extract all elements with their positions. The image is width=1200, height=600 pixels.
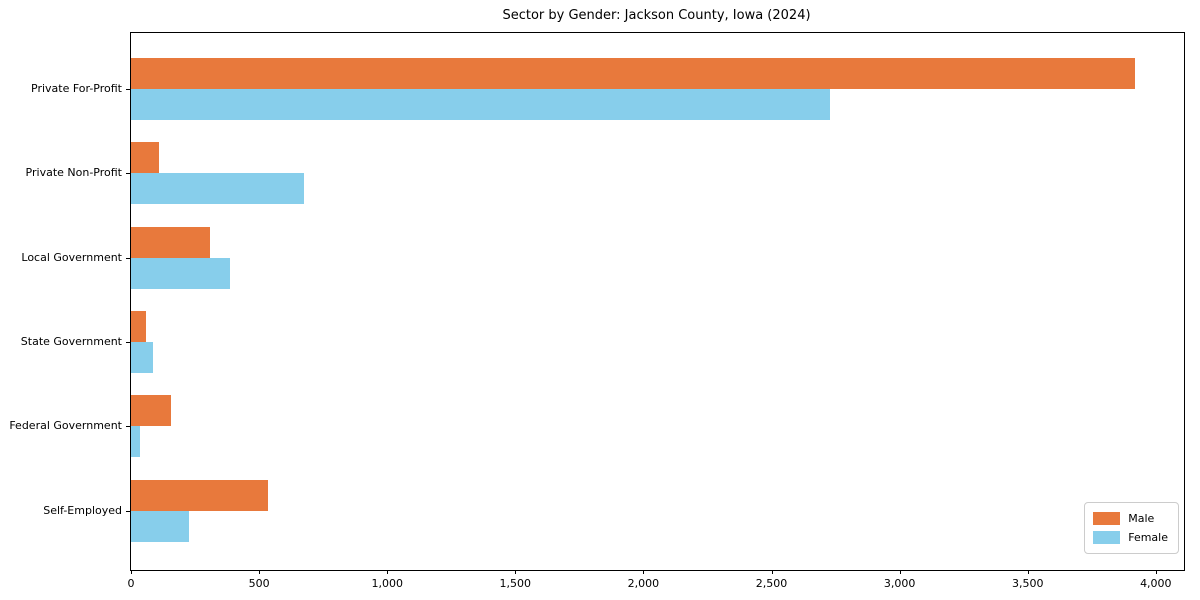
y-tick-mark [126, 257, 130, 259]
bar-female-private-non-profit [131, 173, 304, 205]
x-tick-label: 2,500 [755, 577, 788, 590]
bar-female-federal-government [131, 426, 140, 458]
legend-label: Male [1128, 512, 1155, 525]
x-tick-mark [643, 570, 645, 574]
y-tick-mark [126, 89, 130, 90]
x-tick-mark [259, 570, 261, 574]
x-tick-label: 3,000 [883, 577, 916, 590]
chart-title: Sector by Gender: Jackson County, Iowa (… [502, 8, 811, 23]
legend-label: Female [1128, 531, 1168, 544]
y-tick-label: Federal Government [9, 419, 122, 433]
y-tick-label: Private For-Profit [31, 82, 122, 95]
x-tick-label: 3,500 [1011, 577, 1044, 590]
bar-female-private-for-profit [131, 89, 831, 120]
y-tick-label: Self-Employed [43, 503, 122, 517]
bar-male-local-government [131, 226, 211, 258]
x-tick-mark [387, 570, 389, 574]
x-tick-label: 1,000 [371, 577, 403, 590]
bar-female-state-government [131, 341, 153, 373]
x-tick-mark [1027, 570, 1029, 574]
plot-area: Private For-Profit Private Non-Profit Loca… [9, 32, 1185, 590]
bar-male-private-non-profit [131, 142, 160, 174]
x-tick-label: 1,500 [499, 577, 532, 590]
x-tick-mark [131, 570, 132, 574]
x-tick-mark [899, 570, 901, 574]
bar-female-self-employed [131, 510, 189, 542]
x-tick-label: 2,000 [627, 577, 660, 590]
bar-male-federal-government [131, 395, 171, 427]
x-tick-label: 4,000 [1140, 577, 1172, 590]
y-tick-mark [126, 173, 130, 175]
y-tick-label: State Government [20, 334, 122, 348]
legend-item-female: Female [1093, 528, 1168, 547]
bar-male-self-employed [131, 479, 269, 511]
bar-female-local-government [131, 257, 230, 289]
x-tick-mark [771, 570, 773, 574]
bar-male-state-government [131, 310, 147, 342]
y-tick-label: Local Government [21, 250, 122, 264]
legend: Male Female [1084, 502, 1179, 554]
legend-swatch-female [1093, 531, 1121, 544]
x-tick-mark [515, 570, 517, 574]
legend-item-male: Male [1093, 509, 1168, 528]
legend-swatch-male [1093, 512, 1121, 525]
y-tick-mark [126, 341, 130, 343]
y-tick-mark [126, 426, 130, 428]
x-tick-label: 0 [127, 577, 135, 590]
x-tick-mark [1155, 570, 1157, 574]
y-tick-label: Private Non-Profit [25, 166, 122, 180]
bar-male-private-for-profit [131, 58, 1136, 89]
y-tick-mark [126, 510, 130, 512]
x-tick-label: 500 [248, 577, 270, 590]
legend-items: Male Female [1093, 509, 1168, 547]
